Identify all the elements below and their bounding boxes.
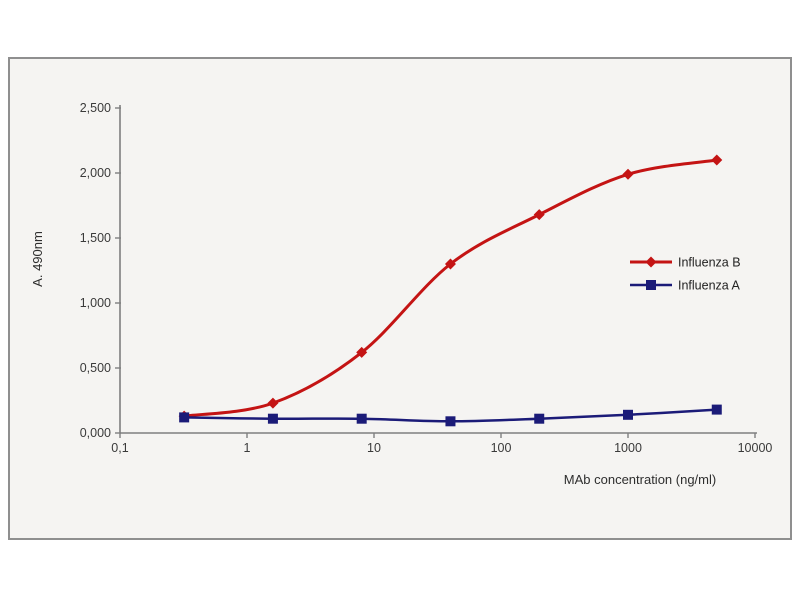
square-marker [179, 412, 190, 423]
y-tick-label: 0,500 [80, 361, 111, 375]
series-influenza-a [179, 404, 722, 427]
x-tick-label: 0,1 [111, 441, 128, 455]
x-tick-label: 1 [244, 441, 251, 455]
legend-label: Influenza B [678, 256, 741, 270]
square-marker [711, 404, 722, 415]
series-influenza-b [178, 154, 723, 422]
x-tick-label: 10000 [738, 441, 773, 455]
y-tick-label: 2,500 [80, 101, 111, 115]
diamond-marker [711, 154, 723, 166]
y-tick-label: 1,500 [80, 231, 111, 245]
square-marker [267, 413, 278, 424]
diamond-marker [645, 256, 657, 268]
square-marker [623, 409, 633, 420]
series-line [182, 158, 719, 418]
y-tick-label: 1,000 [80, 296, 111, 310]
legend-item-influenza-b: Influenza B [630, 256, 741, 270]
x-tick-label: 1000 [614, 441, 642, 455]
x-tick-label: 100 [491, 441, 512, 455]
diamond-marker [356, 346, 368, 358]
square-marker [356, 413, 367, 424]
diamond-marker [267, 397, 279, 409]
diamond-marker [622, 168, 634, 180]
square-marker [646, 280, 656, 290]
diamond-marker [533, 209, 545, 221]
legend-item-influenza-a: Influenza A [630, 279, 741, 293]
square-marker [534, 413, 545, 424]
y-tick-label: 2,000 [80, 166, 111, 180]
legend: Influenza B Influenza A [630, 256, 741, 293]
x-axis-title: MAb concentration (ng/ml) [563, 472, 717, 487]
chart-panel: 0,000 0,500 1,000 1,500 2,000 2,500 0,1 1 10 100 1… [8, 57, 792, 540]
square-marker [445, 416, 456, 427]
chart-canvas: 0,000 0,500 1,000 1,500 2,000 2,500 0,1 1 10 100 1… [80, 101, 773, 455]
y-axis-title: A. 490nm [30, 231, 45, 287]
x-tick-label: 10 [367, 441, 381, 455]
y-tick-label: 0,000 [80, 426, 111, 440]
legend-label: Influenza A [678, 279, 741, 293]
diamond-marker [444, 258, 456, 270]
